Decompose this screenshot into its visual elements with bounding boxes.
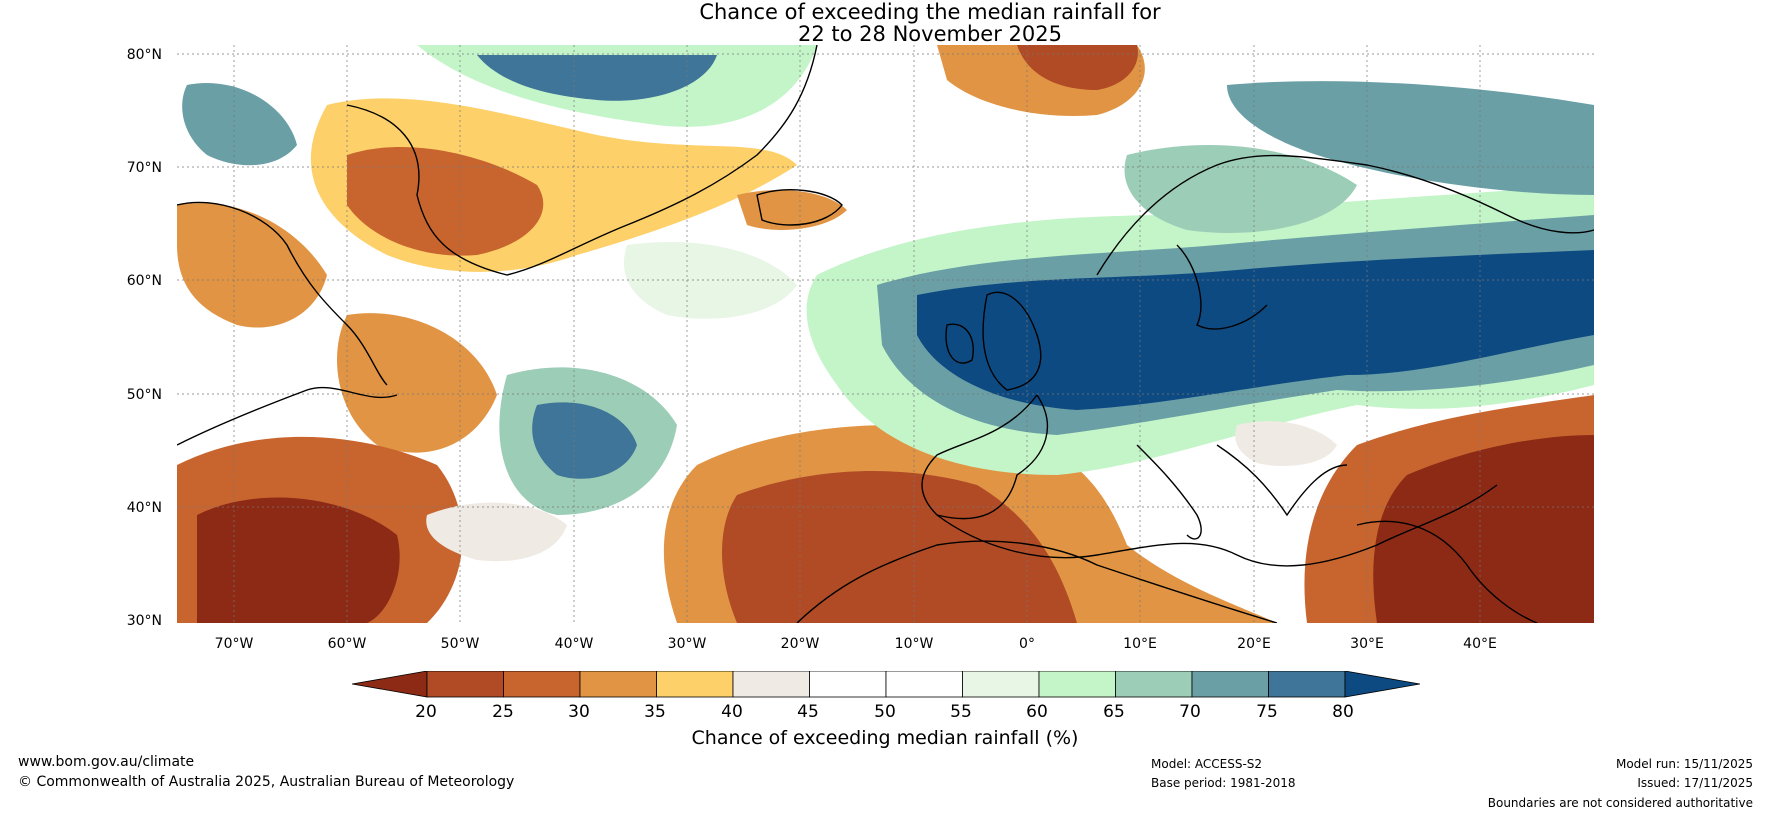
colorbar-tick-20: 20: [415, 702, 437, 722]
colorbar-tick-60: 60: [1026, 702, 1048, 722]
colorbar-tick-25: 25: [492, 702, 514, 722]
coast-north-america: [177, 386, 398, 446]
colorbar-cell-3: [579, 671, 657, 698]
graticule: [177, 45, 1594, 623]
wet-region-europe-core: [917, 250, 1594, 410]
footer-model: Model: ACCESS-S2: [1151, 757, 1263, 771]
colorbar-tick-45: 45: [797, 702, 819, 722]
coast-mediterranean: [936, 484, 1498, 567]
dry-region-sw-atlantic-core: [197, 497, 400, 623]
colorbar: [352, 671, 1420, 698]
neutral-region-3: [623, 241, 797, 319]
wet-region-mid-atlantic-core: [532, 402, 637, 479]
lon-label-70w: 70°W: [214, 636, 254, 652]
lat-label-50n: 50°N: [126, 387, 162, 403]
lon-label-20e: 20°E: [1237, 636, 1271, 652]
coast-greenland: [346, 45, 818, 276]
colorbar-extend-low: [352, 671, 428, 698]
lon-label-20w: 20°W: [780, 636, 820, 652]
footer-copyright: © Commonwealth of Australia 2025, Austra…: [18, 774, 515, 790]
colorbar-cell-2: [503, 671, 581, 698]
rainfall-map-svg: [177, 45, 1594, 623]
map-title-line2: 22 to 28 November 2025: [798, 22, 1062, 46]
colorbar-tick-40: 40: [721, 702, 743, 722]
rainfall-map: [177, 45, 1594, 623]
colorbar-cell-9: [1038, 671, 1116, 698]
lat-label-80n: 80°N: [126, 47, 162, 63]
lon-label-0: 0°: [1019, 636, 1035, 652]
neutral-region-2: [1235, 421, 1337, 466]
colorbar-extend-high: [1344, 671, 1420, 698]
coast-baltic: [1176, 244, 1268, 330]
colorbar-cell-4: [656, 671, 734, 698]
lon-label-10e: 10°E: [1123, 636, 1157, 652]
colorbar-cell-12: [1268, 671, 1346, 698]
footer-base-period: Base period: 1981-2018: [1151, 776, 1296, 790]
colorbar-tick-75: 75: [1256, 702, 1278, 722]
colorbar-cell-10: [1115, 671, 1193, 698]
colorbar-cell-7: [885, 671, 963, 698]
dry-region-labrador: [177, 203, 327, 328]
wet-region-baffin: [182, 83, 297, 166]
colorbar-tick-30: 30: [568, 702, 590, 722]
dry-region-iberia-core: [722, 471, 1077, 623]
lon-label-60w: 60°W: [327, 636, 367, 652]
coast-africa: [796, 540, 1278, 623]
coast-balkans: [1216, 444, 1348, 517]
lon-label-40e: 40°E: [1463, 636, 1497, 652]
footer-issued: Issued: 17/11/2025: [1637, 776, 1753, 790]
lon-label-30e: 30°E: [1350, 636, 1384, 652]
lon-label-10w: 10°W: [894, 636, 934, 652]
lat-label-60n: 60°N: [126, 273, 162, 289]
coast-scandinavia: [1096, 154, 1594, 276]
wet-region-north-atlantic-core: [477, 55, 717, 101]
neutral-region-1: [426, 502, 567, 562]
colorbar-tick-35: 35: [644, 702, 666, 722]
lat-label-70n: 70°N: [126, 160, 162, 176]
lon-label-50w: 50°W: [440, 636, 480, 652]
coast-italy: [1136, 444, 1202, 540]
footer-website: www.bom.gov.au/climate: [18, 754, 195, 770]
colorbar-tick-50: 50: [874, 702, 896, 722]
coast-ireland: [945, 323, 974, 364]
coastlines: [177, 45, 1594, 623]
colorbar-cell-1: [426, 671, 504, 698]
dry-region-greenland-core: [347, 146, 544, 256]
colorbar-cell-5: [732, 671, 810, 698]
footer-model-run: Model run: 15/11/2025: [1615, 757, 1753, 771]
footer-disclaimer: Boundaries are not considered authoritat…: [1487, 796, 1753, 810]
colorbar-tick-55: 55: [950, 702, 972, 722]
lon-label-40w: 40°W: [554, 636, 594, 652]
coast-british-isles: [982, 291, 1042, 391]
coast-iceland: [756, 189, 843, 226]
colorbar-tick-65: 65: [1103, 702, 1125, 722]
colorbar-cell-8: [962, 671, 1040, 698]
colorbar-cell-11: [1191, 671, 1269, 698]
colorbar-label: Chance of exceeding median rainfall (%): [691, 727, 1079, 749]
dry-region-east-med-core: [1373, 435, 1594, 623]
colorbar-cell-6: [809, 671, 887, 698]
dry-region-newfoundland: [337, 313, 497, 453]
lon-label-30w: 30°W: [667, 636, 707, 652]
coast-labrador: [177, 201, 388, 386]
lat-label-30n: 30°N: [126, 613, 162, 629]
colorbar-tick-80: 80: [1332, 702, 1354, 722]
wet-region-barents: [1227, 81, 1594, 195]
colorbar-tick-70: 70: [1179, 702, 1201, 722]
lat-label-40n: 40°N: [126, 500, 162, 516]
map-title-line1: Chance of exceeding the median rainfall …: [699, 0, 1161, 24]
coast-middle-east: [1356, 520, 1538, 623]
dry-region-svalbard: [1017, 45, 1138, 90]
